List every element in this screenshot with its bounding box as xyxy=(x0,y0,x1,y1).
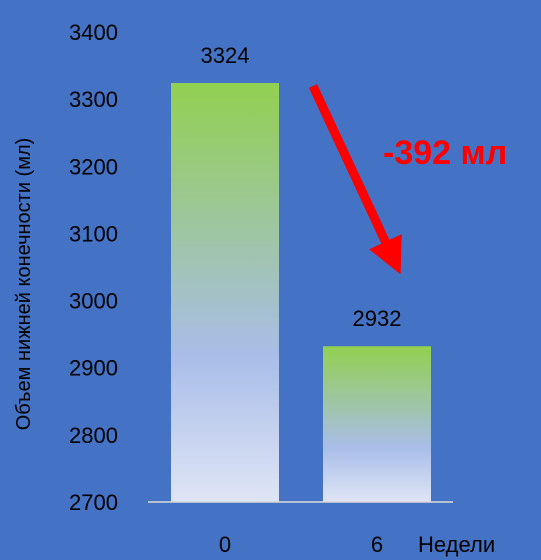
y-tick-label: 2800 xyxy=(69,423,118,448)
data-labels: 3324 2932 xyxy=(201,43,402,331)
y-tick-label: 3300 xyxy=(69,87,118,112)
y-axis-title: Объем нижней конечности (мл) xyxy=(13,138,35,431)
x-tick-label: 6 xyxy=(371,532,383,557)
y-tick-label: 3200 xyxy=(69,154,118,179)
x-tick-label: 0 xyxy=(219,532,231,557)
y-tick-label: 3100 xyxy=(69,221,118,246)
data-label: 3324 xyxy=(201,43,250,68)
decrease-arrow xyxy=(308,84,402,275)
data-label: 2932 xyxy=(353,306,402,331)
bar-0 xyxy=(171,83,279,503)
bar-6 xyxy=(323,346,431,502)
y-tick-label: 3400 xyxy=(69,20,118,45)
bars xyxy=(171,83,431,503)
y-axis-ticks: 2700 2800 2900 3000 3100 3200 3300 3400 xyxy=(69,20,118,515)
decrease-annotation: -392 мл xyxy=(383,134,507,172)
y-tick-label: 2700 xyxy=(69,490,118,515)
y-tick-label: 3000 xyxy=(69,289,118,314)
y-tick-label: 2900 xyxy=(69,356,118,381)
x-axis-title: Недели xyxy=(418,532,495,557)
